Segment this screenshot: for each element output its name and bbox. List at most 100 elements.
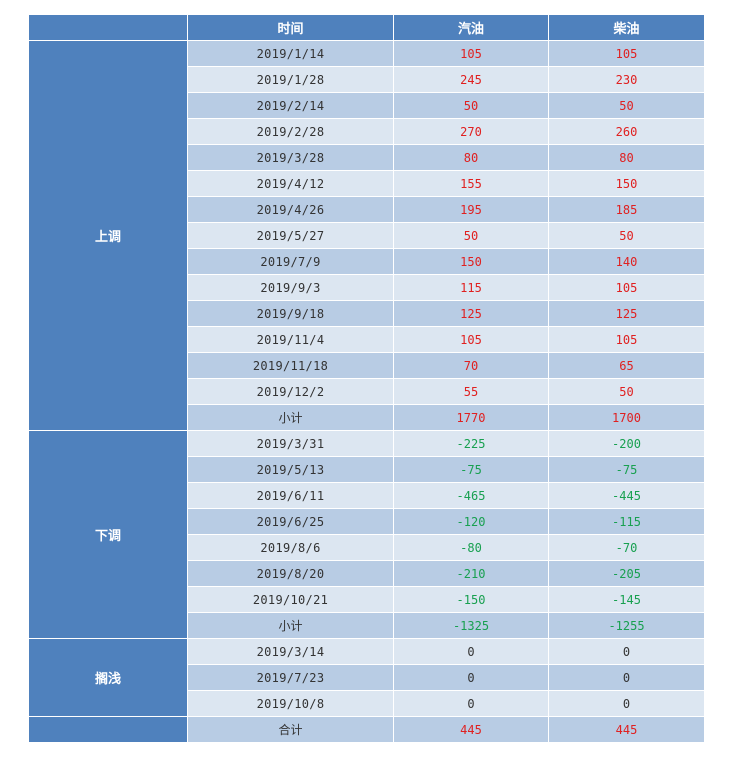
table-row: 2019/9/3 115 105 (29, 274, 705, 301)
table-row: 2019/6/11 -465 -445 (29, 482, 705, 509)
date-cell: 2019/7/23 (187, 664, 394, 691)
table-row: 2019/10/8 0 0 (29, 690, 705, 717)
date-cell: 2019/3/28 (187, 144, 394, 171)
gasoline-value: 125 (393, 300, 549, 327)
total-blank-cell (28, 716, 188, 743)
table-row: 2019/8/20 -210 -205 (29, 560, 705, 587)
gasoline-value: 50 (393, 92, 549, 119)
date-cell: 2019/2/14 (187, 92, 394, 119)
diesel-value: 185 (548, 196, 705, 223)
diesel-value: 105 (548, 326, 705, 353)
diesel-value: -1255 (548, 612, 705, 639)
diesel-value: -200 (548, 430, 705, 457)
diesel-value: -205 (548, 560, 705, 587)
diesel-value: -445 (548, 482, 705, 509)
gasoline-value: 55 (393, 378, 549, 405)
table-row: 上调 2019/1/14 105 105 (28, 40, 705, 431)
total-row: 合计 445 445 (28, 716, 705, 743)
date-cell: 2019/7/9 (187, 248, 394, 275)
table-row: 2019/3/28 80 80 (29, 144, 705, 171)
table-row: 2019/6/25 -120 -115 (29, 508, 705, 535)
table-row: 2019/8/6 -80 -70 (29, 534, 705, 561)
group-label: 搁浅 (28, 638, 188, 717)
date-cell: 2019/5/13 (187, 456, 394, 483)
diesel-value: 0 (548, 664, 705, 691)
total-diesel-value: 445 (548, 716, 705, 743)
header-diesel: 柴油 (548, 14, 705, 41)
diesel-value: 65 (548, 352, 705, 379)
diesel-value: 0 (548, 690, 705, 717)
diesel-value: -75 (548, 456, 705, 483)
gasoline-value: -465 (393, 482, 549, 509)
date-cell: 2019/12/2 (187, 378, 394, 405)
table-row: 2019/2/14 50 50 (29, 92, 705, 119)
diesel-value: -115 (548, 508, 705, 535)
gasoline-value: 115 (393, 274, 549, 301)
diesel-value: 260 (548, 118, 705, 145)
gasoline-value: 1770 (393, 404, 549, 431)
table-body: 上调 2019/1/14 105 105 2019/1/28 245 230 2019/2/1… (28, 40, 705, 743)
price-adjustment-table: 时间 汽油 柴油 上调 2019/1/14 105 105 2019/1/28 245 23… (28, 14, 705, 743)
table-row: 2019/11/18 70 65 (29, 352, 705, 379)
date-cell: 2019/8/6 (187, 534, 394, 561)
table-row: 下调 2019/3/31 -225 -200 (28, 430, 705, 639)
date-cell: 2019/1/28 (187, 66, 394, 93)
diesel-value: 1700 (548, 404, 705, 431)
gasoline-value: 270 (393, 118, 549, 145)
table-row: 2019/5/27 50 50 (29, 222, 705, 249)
diesel-value: 80 (548, 144, 705, 171)
gasoline-value: -150 (393, 586, 549, 613)
table-header-row: 时间 汽油 柴油 (28, 14, 705, 41)
date-cell: 2019/6/11 (187, 482, 394, 509)
total-gasoline-value: 445 (393, 716, 549, 743)
gasoline-value: 105 (393, 326, 549, 353)
gasoline-value: -80 (393, 534, 549, 561)
date-cell: 2019/6/25 (187, 508, 394, 535)
date-cell: 2019/9/18 (187, 300, 394, 327)
gasoline-value: 105 (393, 40, 549, 67)
diesel-value: 50 (548, 222, 705, 249)
gasoline-value: 0 (393, 638, 549, 665)
gasoline-value: -75 (393, 456, 549, 483)
diesel-value: -70 (548, 534, 705, 561)
diesel-value: 0 (548, 638, 705, 665)
date-cell: 2019/3/14 (187, 638, 394, 665)
diesel-value: 140 (548, 248, 705, 275)
diesel-value: 105 (548, 274, 705, 301)
subtotal-label: 小计 (187, 612, 394, 639)
gasoline-value: 245 (393, 66, 549, 93)
header-group (28, 14, 188, 41)
diesel-value: -145 (548, 586, 705, 613)
table-row: 2019/7/9 150 140 (29, 248, 705, 275)
date-cell: 2019/1/14 (187, 40, 394, 67)
diesel-value: 50 (548, 378, 705, 405)
date-cell: 2019/4/26 (187, 196, 394, 223)
gasoline-value: 70 (393, 352, 549, 379)
date-cell: 2019/4/12 (187, 170, 394, 197)
header-time: 时间 (187, 14, 394, 41)
table-row: 2019/7/23 0 0 (29, 664, 705, 691)
date-cell: 2019/9/3 (187, 274, 394, 301)
group-label: 上调 (28, 40, 188, 431)
diesel-value: 230 (548, 66, 705, 93)
gasoline-value: -1325 (393, 612, 549, 639)
table-row: 搁浅 2019/3/14 0 0 (28, 638, 705, 717)
gasoline-value: -120 (393, 508, 549, 535)
table-row: 2019/2/28 270 260 (29, 118, 705, 145)
table-row: 2019/4/12 155 150 (29, 170, 705, 197)
gasoline-value: 0 (393, 664, 549, 691)
diesel-value: 150 (548, 170, 705, 197)
gasoline-value: 195 (393, 196, 549, 223)
table-row: 小计 -1325 -1255 (29, 612, 705, 639)
date-cell: 2019/10/8 (187, 690, 394, 717)
date-cell: 2019/3/31 (187, 430, 394, 457)
date-cell: 2019/5/27 (187, 222, 394, 249)
table-row: 2019/1/28 245 230 (29, 66, 705, 93)
diesel-value: 105 (548, 40, 705, 67)
group-label: 下调 (28, 430, 188, 639)
table-row: 2019/11/4 105 105 (29, 326, 705, 353)
date-cell: 2019/10/21 (187, 586, 394, 613)
diesel-value: 125 (548, 300, 705, 327)
date-cell: 2019/11/4 (187, 326, 394, 353)
gasoline-value: 80 (393, 144, 549, 171)
